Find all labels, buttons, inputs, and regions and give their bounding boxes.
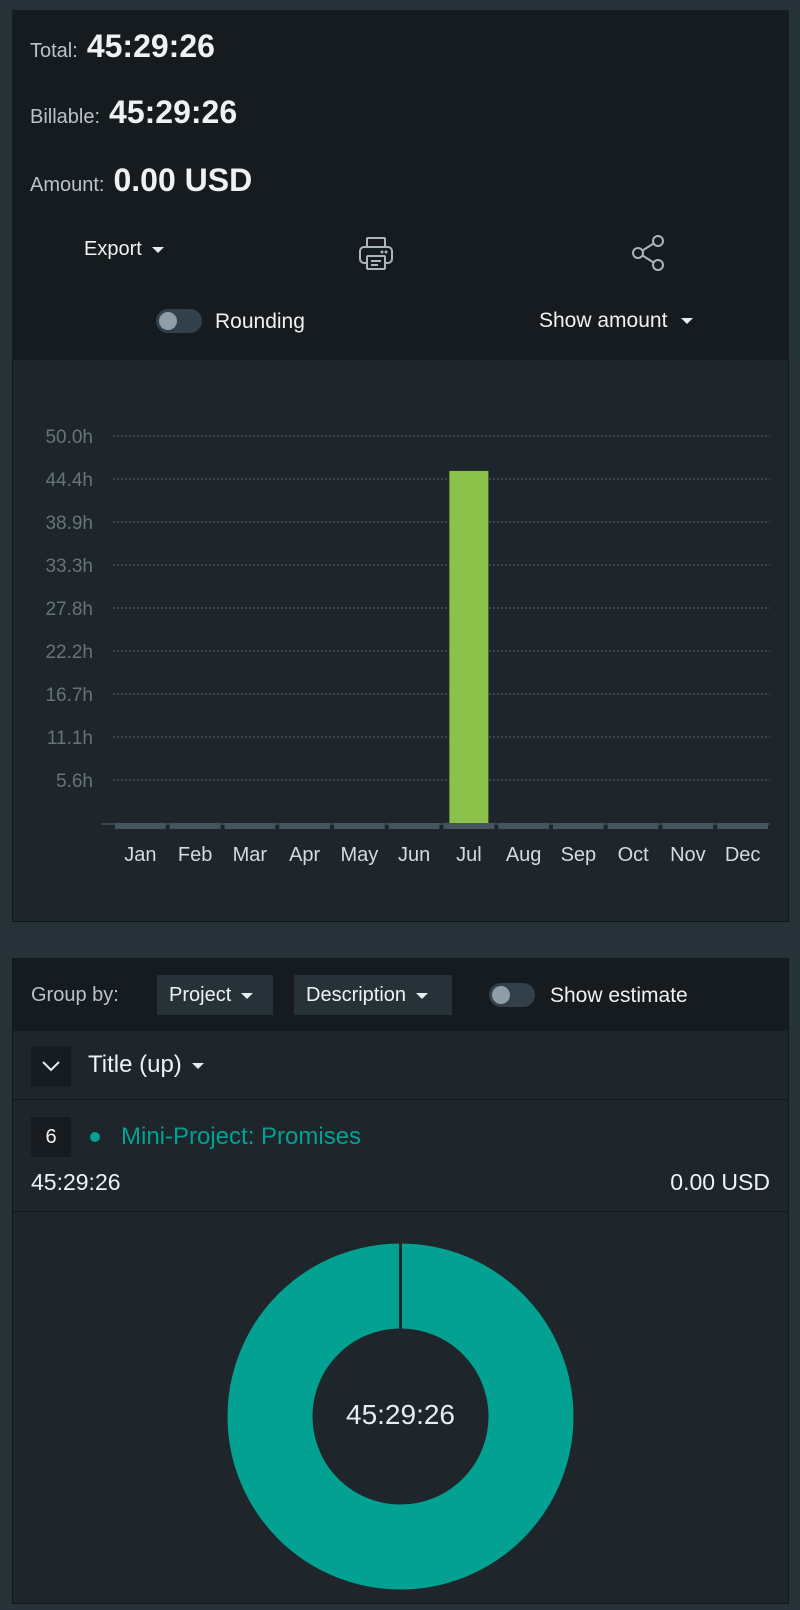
- total-label: Total:: [30, 40, 78, 62]
- project-amount: 0.00 USD: [670, 1169, 770, 1195]
- x-tick-label: Oct: [618, 844, 650, 866]
- show-estimate-toggle[interactable]: [489, 983, 535, 1007]
- y-tick-label: 44.4h: [45, 470, 93, 491]
- y-axis-ticks: 5.6h 11.1h 16.7h 22.2h 27.8h 33.3h 38.9h 44.4h 5…: [45, 427, 93, 792]
- amount-stat: Amount: 0.00 USD: [30, 162, 252, 199]
- project-color-dot: [90, 1132, 100, 1142]
- x-tick-label: Jan: [124, 844, 156, 866]
- collapse-button[interactable]: [31, 1046, 71, 1086]
- x-tick-label: Feb: [178, 844, 212, 866]
- share-button[interactable]: [629, 232, 671, 274]
- bars: [115, 470, 768, 829]
- project-duration: 45:29:26: [31, 1169, 121, 1195]
- y-tick-label: 27.8h: [45, 599, 93, 620]
- donut-center-label: 45:29:26: [346, 1399, 455, 1430]
- entry-count-badge: 6: [31, 1117, 71, 1157]
- caret-down-icon: [681, 318, 694, 325]
- chart-panel: 5.6h 11.1h 16.7h 22.2h 27.8h 33.3h 38.9h 44.4h 5…: [12, 360, 789, 922]
- bar-track: [115, 823, 166, 829]
- y-tick-label: 22.2h: [45, 642, 93, 663]
- y-tick-label: 16.7h: [45, 685, 93, 706]
- x-tick-label: Jul: [456, 844, 482, 866]
- toggle-knob: [492, 986, 510, 1004]
- caret-down-icon: [151, 246, 164, 253]
- bar[interactable]: [449, 470, 489, 823]
- x-tick-label: Dec: [725, 844, 761, 866]
- group-by-label: Group by:: [31, 984, 119, 1006]
- y-tick-label: 11.1h: [47, 728, 93, 749]
- billable-stat: Billable: 45:29:26: [30, 94, 237, 131]
- group-secondary-value: Description: [306, 984, 407, 1006]
- billable-label: Billable:: [30, 106, 101, 128]
- bar-track: [443, 823, 495, 829]
- caret-down-icon: [191, 1062, 204, 1069]
- x-tick-label: Jun: [398, 844, 430, 866]
- x-tick-label: Aug: [506, 844, 542, 866]
- show-estimate-label: Show estimate: [550, 984, 688, 1007]
- group-primary-value: Project: [169, 984, 232, 1006]
- bar-track: [498, 823, 549, 829]
- amount-label: Amount:: [30, 174, 105, 196]
- chevron-down-icon: [42, 1061, 60, 1072]
- total-value: 45:29:26: [86, 28, 215, 64]
- bar-track: [553, 823, 604, 829]
- rounding-toggle[interactable]: [156, 309, 202, 333]
- bar-track: [169, 823, 221, 829]
- rounding-label: Rounding: [215, 310, 305, 333]
- x-tick-label: Apr: [289, 844, 320, 866]
- sort-row: Title (up): [13, 1031, 788, 1100]
- y-tick-label: 5.6h: [56, 771, 93, 792]
- bar-track: [717, 823, 768, 829]
- bar-track: [607, 823, 659, 829]
- show-amount-label: Show amount: [539, 309, 668, 332]
- y-tick-label: 50.0h: [45, 427, 93, 448]
- x-tick-label: Sep: [561, 844, 597, 866]
- sort-dropdown[interactable]: Title (up): [88, 1051, 204, 1079]
- project-name-link[interactable]: Mini-Project: Promises: [121, 1123, 362, 1150]
- donut-slices: [227, 1243, 574, 1590]
- sort-label: Title (up): [88, 1051, 182, 1078]
- grid-lines: [101, 435, 770, 825]
- bar-track: [224, 823, 276, 829]
- x-tick-label: Nov: [670, 844, 706, 866]
- printer-icon: [359, 237, 393, 270]
- export-dropdown-button[interactable]: Export: [84, 238, 164, 261]
- donut-chart: 45:29:26: [227, 1243, 574, 1590]
- summary-panel: Total: 45:29:26 Billable: 45:29:26 Amoun…: [12, 10, 789, 360]
- group-by-bar: Group by: Project Description Show estim…: [13, 959, 788, 1031]
- billable-value: 45:29:26: [109, 94, 238, 130]
- x-tick-label: Mar: [233, 844, 268, 866]
- toggle-knob: [159, 312, 177, 330]
- y-tick-label: 33.3h: [45, 556, 93, 577]
- amount-value: 0.00 USD: [113, 162, 253, 198]
- x-tick-label: May: [340, 844, 378, 866]
- bar-track: [279, 823, 330, 829]
- group-panel: Group by: Project Description Show estim…: [12, 958, 789, 1604]
- group-primary-select[interactable]: Project: [157, 975, 273, 1015]
- bar-track: [334, 823, 385, 829]
- bar-chart: 5.6h 11.1h 16.7h 22.2h 27.8h 33.3h 38.9h 44.4h 5…: [45, 427, 770, 866]
- show-amount-dropdown[interactable]: Show amount: [539, 309, 694, 333]
- print-button[interactable]: [355, 232, 397, 274]
- bar-track: [662, 823, 714, 829]
- caret-down-icon: [241, 992, 254, 999]
- group-secondary-select[interactable]: Description: [294, 975, 452, 1015]
- bar-track: [388, 823, 440, 829]
- total-stat: Total: 45:29:26: [30, 28, 215, 65]
- share-icon: [632, 235, 664, 271]
- y-tick-label: 38.9h: [45, 513, 93, 534]
- caret-down-icon: [416, 992, 429, 999]
- x-axis-ticks: Jan Feb Mar Apr May Jun Jul Aug Sep Oct Nov Dec: [124, 844, 760, 866]
- export-label: Export: [84, 238, 142, 260]
- list-item: 6 Mini-Project: Promises 45:29:26 0.00 U…: [13, 1099, 788, 1212]
